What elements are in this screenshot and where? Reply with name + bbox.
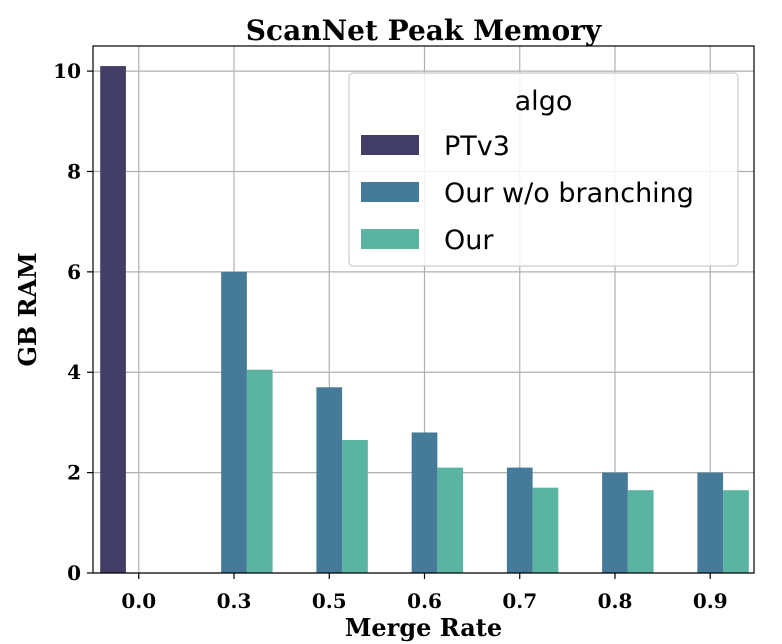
bar-our-0.7 — [532, 487, 559, 573]
bar-our-w-o-branching-0.5 — [316, 387, 343, 573]
plot-frame — [92, 45, 755, 574]
legend-label: Our — [444, 225, 494, 256]
y-tick-label: 6 — [67, 260, 81, 284]
bar-our-0.3 — [246, 369, 273, 573]
x-tick-label: 0.7 — [502, 589, 537, 613]
x-axis-label: Merge Rate — [345, 613, 502, 642]
bar-our-w-o-branching-0.3 — [221, 271, 247, 573]
bar-our-w-o-branching-0.7 — [506, 467, 533, 573]
axis-ticks: 0 2 4 6 8 10 0.0 0.3 0.5 0.6 0.7 0.8 0.9 — [53, 59, 727, 613]
y-axis-label: GB RAM — [13, 252, 42, 366]
legend: algo PTv3 Our w/o branching Our — [348, 72, 739, 267]
legend-label: PTv3 — [444, 131, 510, 162]
bar-our-0.6 — [437, 467, 464, 573]
x-tick-label: 0.3 — [217, 589, 252, 613]
x-tick-label: 0.6 — [407, 589, 442, 613]
bar-our-0.5 — [342, 439, 368, 573]
legend-box — [348, 72, 739, 267]
x-tick-label: 0.9 — [693, 589, 728, 613]
y-tick-label: 8 — [67, 159, 81, 183]
bar-our-w-o-branching-0.9 — [697, 472, 724, 573]
legend-swatch — [361, 182, 419, 202]
legend-swatch — [361, 229, 419, 249]
chart-title: ScanNet Peak Memory — [246, 14, 602, 47]
bar-ptv3-0.0 — [100, 66, 126, 574]
legend-swatch — [361, 135, 419, 155]
bar-our-w-o-branching-0.6 — [411, 432, 438, 573]
y-tick-label: 10 — [53, 59, 81, 83]
x-tick-label: 0.0 — [121, 589, 156, 613]
legend-title: algo — [515, 86, 573, 117]
bar-our-0.8 — [627, 490, 654, 573]
bar-our-0.9 — [723, 490, 749, 573]
legend-items: PTv3 Our w/o branching Our — [361, 131, 694, 256]
y-tick-label: 4 — [67, 360, 81, 384]
x-tick-label: 0.8 — [598, 589, 633, 613]
y-tick-label: 2 — [67, 461, 81, 485]
y-tick-label: 0 — [67, 561, 81, 585]
legend-label: Our w/o branching — [444, 178, 694, 209]
bars — [100, 66, 749, 574]
x-tick-label: 0.5 — [312, 589, 347, 613]
bar-our-w-o-branching-0.8 — [602, 472, 628, 573]
